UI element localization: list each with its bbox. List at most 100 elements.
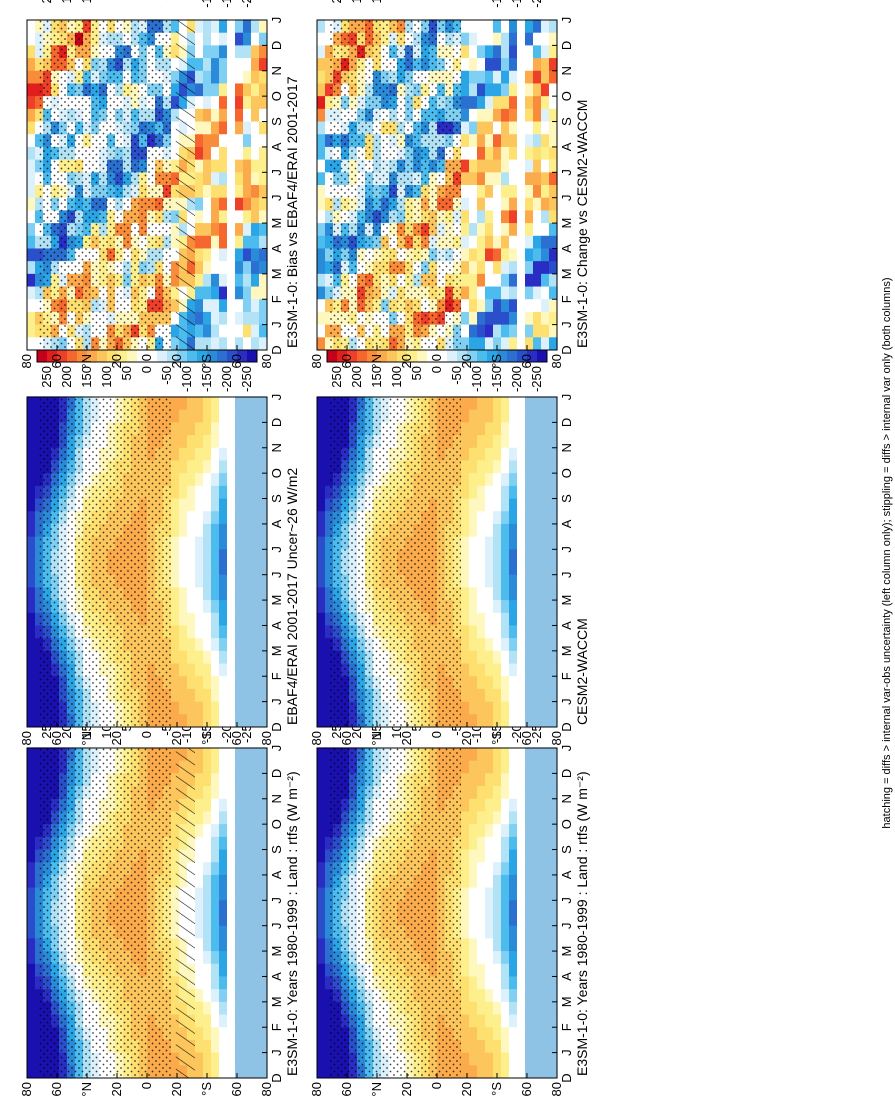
- heat-cell: [549, 510, 558, 524]
- heat-cell: [243, 836, 252, 850]
- heat-cell: [259, 963, 268, 977]
- heat-cell: [27, 561, 36, 575]
- heat-cell: [317, 785, 326, 799]
- heat-cell: [211, 19, 220, 33]
- heat-cell: [493, 197, 502, 211]
- heat-cell: [317, 108, 326, 122]
- heat-cell: [533, 536, 542, 550]
- x-tick-label: O: [269, 91, 284, 101]
- heat-cell: [549, 1013, 558, 1028]
- heat-cell: [219, 810, 228, 825]
- heat-cell: [509, 298, 518, 312]
- hatching: [175, 748, 196, 1078]
- heat-cell: [251, 171, 260, 185]
- x-tick-label: J: [269, 897, 284, 904]
- heat-cell: [27, 146, 36, 160]
- heat-cell: [501, 1039, 510, 1053]
- heat-cell: [461, 772, 470, 787]
- y-tick-label: 20: [459, 731, 474, 745]
- colorbar-label: 150: [79, 366, 94, 388]
- heat-cell: [211, 861, 220, 875]
- heat-cell: [533, 434, 542, 448]
- heat-cell: [219, 747, 228, 761]
- heat-cell: [509, 120, 518, 135]
- x-tick-label: D: [269, 418, 284, 427]
- heat-cell: [485, 108, 494, 122]
- heat-cell: [517, 159, 526, 173]
- heat-cell: [509, 197, 518, 211]
- heat-cell: [549, 874, 558, 888]
- heat-cell: [525, 285, 534, 300]
- heat-cell: [243, 675, 252, 689]
- y-tick-label: 20: [169, 354, 184, 368]
- heat-cell: [195, 688, 204, 702]
- heat-cell: [27, 874, 36, 888]
- x-tick-label: O: [269, 468, 284, 478]
- x-tick-label: A: [269, 244, 284, 253]
- heat-cell: [517, 472, 526, 486]
- heat-cell: [251, 197, 260, 211]
- heat-cell: [227, 823, 236, 837]
- heat-cell: [469, 899, 478, 913]
- heat-cell: [509, 1026, 518, 1040]
- heat-cell: [251, 1026, 260, 1040]
- heat-cell: [517, 1026, 526, 1040]
- y-tick-label: 20: [459, 1082, 474, 1096]
- heat-cell: [541, 209, 550, 224]
- heat-cell: [317, 688, 326, 702]
- heat-cell: [219, 510, 228, 524]
- heat-cell: [549, 70, 558, 84]
- heat-cell: [227, 701, 236, 715]
- heat-cell: [243, 548, 252, 562]
- heat-cell: [517, 810, 526, 825]
- x-tick-label: J: [559, 1049, 574, 1056]
- heat-cell: [251, 747, 260, 761]
- heat-cell: [235, 650, 244, 664]
- heat-cell: [203, 57, 212, 71]
- heat-cell: [485, 988, 494, 1002]
- heat-cell: [27, 44, 36, 59]
- heat-cell: [501, 497, 510, 512]
- heat-cell: [195, 1001, 204, 1015]
- y-tick-label: 60: [229, 1082, 244, 1096]
- heat-cell: [517, 747, 526, 761]
- heat-cell: [485, 798, 494, 812]
- heat-cell: [259, 823, 268, 837]
- heat-cell: [477, 662, 486, 677]
- heat-cell: [541, 409, 550, 423]
- heat-cell: [485, 336, 494, 350]
- heat-cell: [211, 285, 220, 300]
- heat-cell: [461, 108, 470, 122]
- heat-cell: [195, 701, 204, 715]
- heat-cell: [485, 887, 494, 901]
- heat-cell: [251, 637, 260, 651]
- x-tick-label: O: [559, 819, 574, 829]
- y-tick-label: °N: [79, 1082, 94, 1097]
- heat-cell: [501, 95, 510, 109]
- heat-cell: [203, 1052, 212, 1066]
- heat-cell: [235, 120, 244, 135]
- heat-cell: [501, 510, 510, 524]
- heat-cell: [27, 19, 36, 33]
- heat-cell: [485, 82, 494, 97]
- heat-cell: [469, 823, 478, 837]
- heat-cell: [195, 336, 204, 350]
- heat-cell: [171, 536, 180, 550]
- heat-cell: [251, 95, 260, 109]
- heat-cell: [525, 861, 534, 875]
- heat-cell: [501, 235, 510, 249]
- heat-cell: [195, 298, 204, 312]
- heat-cell: [243, 133, 252, 147]
- heat-cell: [493, 82, 502, 97]
- heat-cell: [227, 760, 236, 774]
- heat-cell: [251, 675, 260, 689]
- heat-cell: [517, 409, 526, 423]
- heat-cell: [227, 171, 236, 185]
- heat-cell: [317, 1013, 326, 1028]
- heat-cell: [171, 650, 180, 664]
- heat-cell: [317, 235, 326, 249]
- heat-cell: [203, 209, 212, 224]
- heat-cell: [469, 1013, 478, 1028]
- heat-cell: [211, 599, 220, 613]
- heat-cell: [549, 285, 558, 300]
